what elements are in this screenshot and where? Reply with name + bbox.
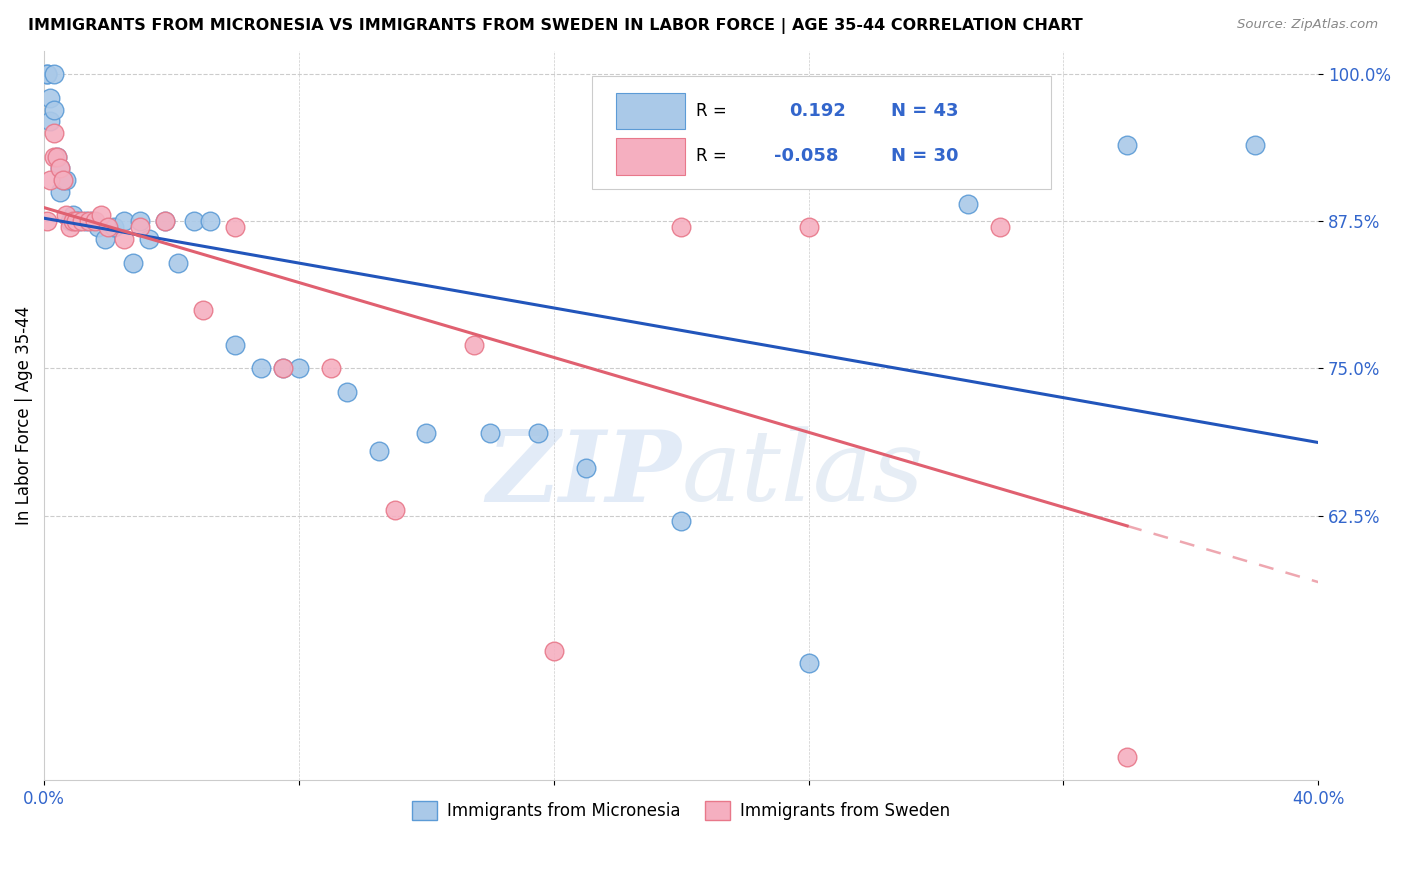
Point — [1116, 749, 1139, 764]
Point — [797, 220, 820, 235]
Point — [153, 214, 176, 228]
Point — [138, 232, 160, 246]
Point — [112, 214, 135, 228]
Point — [39, 114, 62, 128]
Point — [72, 214, 94, 228]
Text: N = 43: N = 43 — [891, 103, 959, 120]
Point — [575, 461, 598, 475]
Point — [39, 91, 62, 105]
Text: Source: ZipAtlas.com: Source: ZipAtlas.com — [1237, 18, 1378, 31]
Point — [479, 426, 502, 441]
Point — [37, 67, 59, 81]
Point — [183, 214, 205, 228]
Point — [669, 515, 692, 529]
Point — [75, 214, 97, 228]
Point — [153, 214, 176, 228]
Point — [543, 644, 565, 658]
Point — [288, 361, 311, 376]
Point — [249, 361, 271, 376]
Point — [336, 384, 359, 399]
Point — [122, 255, 145, 269]
Text: 0.192: 0.192 — [790, 103, 846, 120]
Point — [80, 214, 103, 228]
Legend: Immigrants from Micronesia, Immigrants from Sweden: Immigrants from Micronesia, Immigrants f… — [405, 794, 957, 827]
Point — [62, 209, 84, 223]
Point — [224, 220, 246, 235]
Point — [49, 161, 72, 176]
Point — [1116, 137, 1139, 152]
Point — [39, 173, 62, 187]
Point — [797, 656, 820, 670]
Point — [93, 232, 115, 246]
Point — [1243, 137, 1265, 152]
Point — [669, 220, 692, 235]
Point — [198, 214, 221, 228]
Text: -0.058: -0.058 — [775, 147, 839, 166]
Point — [52, 173, 75, 187]
Point — [42, 150, 65, 164]
Point — [103, 220, 125, 235]
Point — [956, 196, 979, 211]
Point — [45, 150, 67, 164]
Point — [128, 220, 150, 235]
Text: R =: R = — [696, 103, 727, 120]
Point — [112, 232, 135, 246]
Point — [988, 220, 1011, 235]
Text: N = 30: N = 30 — [891, 147, 959, 166]
Point — [167, 255, 190, 269]
Point — [224, 338, 246, 352]
Point — [128, 214, 150, 228]
Point — [49, 185, 72, 199]
Point — [65, 214, 87, 228]
FancyBboxPatch shape — [616, 138, 685, 175]
Point — [55, 173, 77, 187]
Point — [319, 361, 342, 376]
Text: atlas: atlas — [681, 426, 924, 522]
Point — [42, 103, 65, 117]
Point — [384, 502, 406, 516]
Point — [367, 443, 389, 458]
Point — [42, 67, 65, 81]
Point — [58, 214, 80, 228]
Point — [87, 220, 110, 235]
FancyBboxPatch shape — [616, 93, 685, 129]
Point — [90, 209, 112, 223]
Y-axis label: In Labor Force | Age 35-44: In Labor Force | Age 35-44 — [15, 306, 32, 525]
Point — [67, 214, 90, 228]
Point — [37, 67, 59, 81]
FancyBboxPatch shape — [592, 76, 1050, 189]
Point — [58, 220, 80, 235]
Point — [65, 214, 87, 228]
Point — [271, 361, 294, 376]
Point — [55, 209, 77, 223]
Text: R =: R = — [696, 147, 727, 166]
Text: ZIP: ZIP — [486, 425, 681, 522]
Point — [37, 214, 59, 228]
Point — [42, 126, 65, 140]
Point — [77, 214, 100, 228]
Point — [463, 338, 485, 352]
Point — [45, 150, 67, 164]
Point — [271, 361, 294, 376]
Text: IMMIGRANTS FROM MICRONESIA VS IMMIGRANTS FROM SWEDEN IN LABOR FORCE | AGE 35-44 : IMMIGRANTS FROM MICRONESIA VS IMMIGRANTS… — [28, 18, 1083, 34]
Point — [84, 214, 107, 228]
Point — [62, 214, 84, 228]
Point — [97, 220, 120, 235]
Point — [527, 426, 550, 441]
Point — [193, 302, 215, 317]
Point — [49, 161, 72, 176]
Point — [52, 173, 75, 187]
Point — [415, 426, 437, 441]
